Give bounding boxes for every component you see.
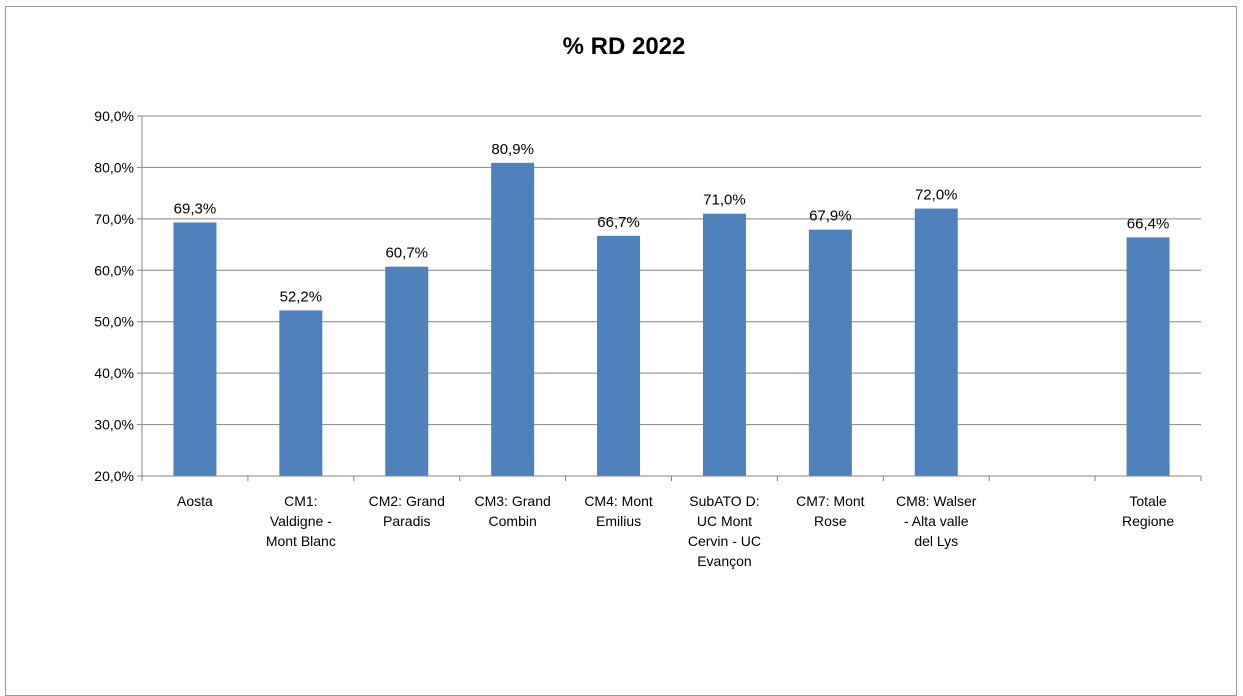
- bar: [1127, 237, 1170, 476]
- bar: [597, 236, 640, 476]
- x-tick-label: CM3: Grand: [475, 493, 551, 509]
- data-label: 67,9%: [809, 208, 852, 225]
- x-tick-label: Totale: [1129, 493, 1167, 509]
- y-tick-label: 60,0%: [94, 262, 134, 278]
- x-tick-label: Valdigne -: [270, 513, 332, 529]
- x-tick-label: CM4: Mont: [584, 493, 653, 509]
- data-label: 69,3%: [174, 200, 217, 217]
- bar: [809, 230, 852, 476]
- y-tick-label: 40,0%: [94, 365, 134, 381]
- y-tick-label: 80,0%: [94, 159, 134, 175]
- data-label: 72,0%: [915, 187, 958, 204]
- bar: [915, 209, 958, 476]
- bar: [703, 214, 746, 476]
- bar: [491, 163, 534, 476]
- y-tick-label: 50,0%: [94, 314, 134, 330]
- x-tick-label: Regione: [1122, 513, 1174, 529]
- y-tick-label: 20,0%: [94, 468, 134, 484]
- bars: [173, 163, 1169, 476]
- x-tick-label: Paradis: [383, 513, 430, 529]
- x-tick-label: UC Mont: [697, 513, 752, 529]
- x-tick-label: SubATO D:: [689, 493, 759, 509]
- data-label: 66,4%: [1127, 215, 1170, 232]
- data-label: 66,7%: [597, 214, 640, 231]
- y-tick-label: 90,0%: [94, 108, 134, 124]
- x-tick-label: Rose: [814, 513, 847, 529]
- x-tick-label: CM7: Mont: [796, 493, 865, 509]
- y-tick-label: 70,0%: [94, 211, 134, 227]
- x-tick-label: - Alta valle: [904, 513, 969, 529]
- x-tick-label: Aosta: [177, 493, 213, 509]
- x-tick-label: del Lys: [914, 533, 958, 549]
- y-tick-label: 30,0%: [94, 417, 134, 433]
- x-tick-label: CM2: Grand: [369, 493, 445, 509]
- x-tick-label: CM8: Walser: [896, 493, 977, 509]
- bar: [173, 222, 216, 476]
- x-tick-label: Mont Blanc: [266, 533, 336, 549]
- data-label: 71,0%: [703, 192, 746, 209]
- data-label: 52,2%: [280, 288, 323, 305]
- x-tick-label: Cervin - UC: [688, 533, 761, 549]
- data-label: 60,7%: [385, 245, 428, 262]
- bar: [279, 310, 322, 476]
- bar-chart: % RD 2022 20,0% 30,0% 40,0% 50,0% 60,0% 70,0%…: [0, 0, 1243, 682]
- x-tick-label: CM1:: [284, 493, 317, 509]
- data-label: 80,9%: [491, 141, 534, 158]
- x-tick-label: Evançon: [697, 553, 751, 569]
- x-tick-label: Combin: [489, 513, 537, 529]
- bar: [385, 267, 428, 476]
- chart-title: % RD 2022: [563, 33, 686, 60]
- x-tick-label: Emilius: [596, 513, 641, 529]
